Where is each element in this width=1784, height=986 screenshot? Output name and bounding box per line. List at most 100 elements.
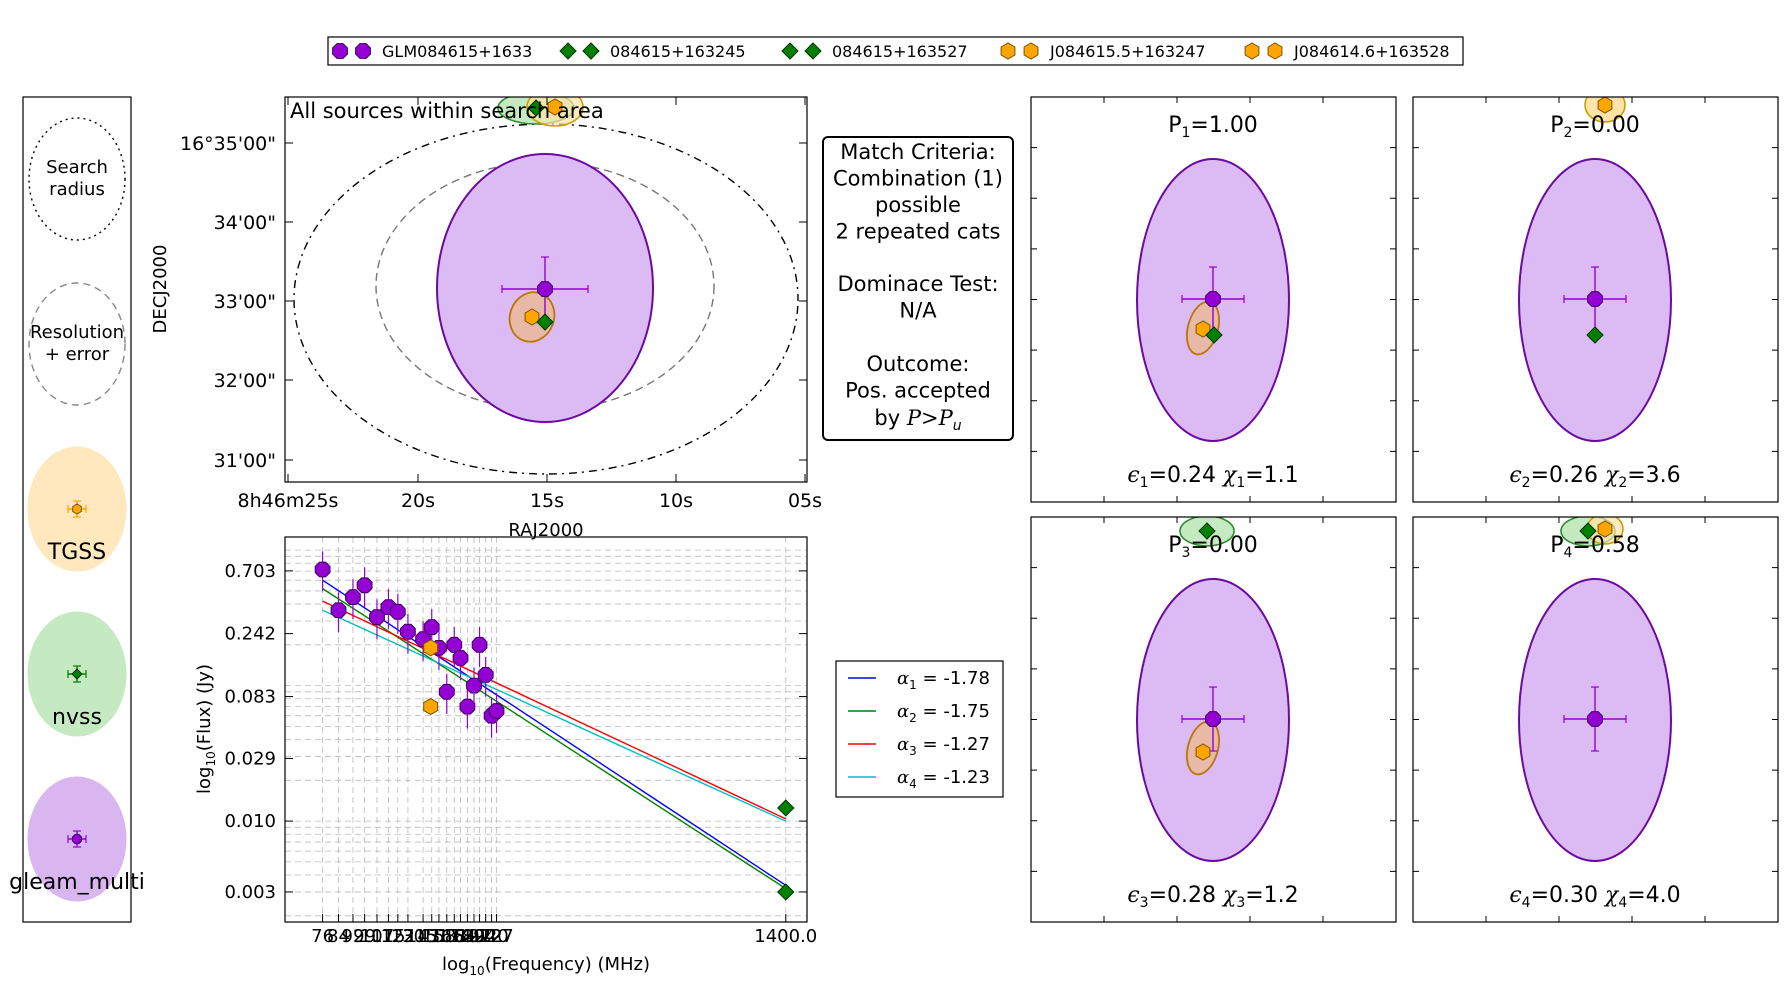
top-legend: GLM084615+1633 084615+163245 084615+163527… <box>327 36 1464 66</box>
top-legend-label: GLM084615+1633 <box>382 42 532 61</box>
sed-ytick-label: 0.029 <box>224 748 276 769</box>
alpha-legend-label: α3 = -1.27 <box>897 734 990 758</box>
combination-panel-4: P4=0.58 ϵ4=0.30 χ4=4.0 <box>1412 516 1779 923</box>
sed-xtick-label: 99 <box>353 926 376 947</box>
combination-panel-content <box>1518 517 1672 862</box>
sky-ytick-label: 33'00" <box>214 291 276 313</box>
alpha-legend: α1 = -1.78 α2 = -1.75 α3 = -1.27 α4 = -1.23 <box>835 660 1004 798</box>
top-legend-marker-b <box>355 43 371 59</box>
key-swatch-label: gleam_multi <box>9 870 145 895</box>
combination-panel-content <box>1136 158 1290 442</box>
top-legend-marker-b <box>1267 42 1283 60</box>
key-resolution-label-2: + error <box>45 344 110 365</box>
sed-point <box>389 604 406 620</box>
combo-gleam-marker <box>1205 291 1221 307</box>
alpha-legend-label: α2 = -1.75 <box>897 701 990 725</box>
sky-xtick-label: 10s <box>659 490 693 512</box>
sed-point <box>369 609 385 626</box>
sky-ytick-label: 34'00" <box>214 212 276 234</box>
sky-nvss-south-marker <box>536 313 554 331</box>
combo-error-chi: ϵ1=0.24 χ1=1.1 <box>1127 463 1298 491</box>
sed-point <box>446 636 463 653</box>
combo-probability: P4=0.58 <box>1550 533 1640 561</box>
sed-xtick-label: 158 <box>422 926 456 947</box>
sed-xtick-label: 197 <box>457 926 491 947</box>
sed-xtick-label: 143 <box>406 926 440 947</box>
sky-xlabel: RAJ2000 <box>508 520 583 541</box>
sed-xtick-label: 181 <box>443 926 477 947</box>
sed-point <box>459 698 476 715</box>
sed-point <box>314 561 331 578</box>
sed-xtick-label: 122 <box>381 926 415 947</box>
sed-point <box>777 799 795 817</box>
key-swatch-marker <box>72 503 82 515</box>
sed-ytick-label: 0.003 <box>224 882 276 903</box>
key-swatch-label: TGSS <box>47 540 106 565</box>
combo-tgss-marker <box>1195 743 1211 761</box>
sky-annotation: All sources within search area <box>290 99 604 123</box>
sed-ytick-label: 0.083 <box>224 687 276 708</box>
sed-point <box>477 667 494 683</box>
sed-xtick-label: 151 <box>415 926 449 947</box>
criteria-line: N/A <box>899 299 937 323</box>
key-swatch-label: nvss <box>52 705 102 730</box>
sed-xtick-label: 212 <box>468 926 502 947</box>
sky-ytick-label: 16°35'00" <box>180 133 276 155</box>
combo-probability: P1=1.00 <box>1168 113 1258 141</box>
sed-xtick-label: 115 <box>371 926 405 947</box>
sed-point <box>466 677 482 694</box>
sed-point <box>356 577 373 594</box>
top-legend-marker-a <box>1000 42 1016 60</box>
sed-fit-line <box>322 588 787 890</box>
sky-tgss-north-marker <box>547 98 563 116</box>
sed-xtick-label: 174 <box>437 926 471 947</box>
combination-panel-3: P3=0.00 ϵ3=0.28 χ3=1.2 <box>1030 516 1397 923</box>
sed-point <box>400 623 416 640</box>
top-legend-marker-b <box>804 42 822 60</box>
sed-xtick-label: 1400.0 <box>754 926 817 947</box>
sed-xtick-label: 130 <box>391 926 425 947</box>
sky-xtick-label: 20s <box>401 490 435 512</box>
top-legend-marker-a <box>781 42 799 60</box>
top-legend-label: J084614.6+163528 <box>1293 42 1450 61</box>
top-legend-label: 084615+163527 <box>832 42 968 61</box>
sed-point <box>423 698 439 716</box>
sed-ylabel: log10(Flux) (Jy) <box>194 664 218 794</box>
top-legend-label: J084615.5+163247 <box>1049 42 1206 61</box>
sed-point <box>330 602 347 619</box>
sed-point <box>345 589 361 605</box>
combination-panel-content <box>1136 517 1290 862</box>
sed-xtick-label: 204 <box>462 926 496 947</box>
sed-ytick-label: 0.703 <box>224 561 276 582</box>
combo-tgss-marker <box>1195 320 1211 338</box>
criteria-line: possible <box>875 193 961 217</box>
criteria-line: Match Criteria: <box>840 140 995 164</box>
sed-point <box>438 683 455 700</box>
sed-point <box>423 619 440 636</box>
sed-point <box>488 703 505 719</box>
sed-ytick-label: 0.242 <box>224 624 276 645</box>
combo-error-chi: ϵ4=0.30 χ4=4.0 <box>1509 883 1680 911</box>
criteria-line: 2 repeated cats <box>836 220 1001 244</box>
sky-nvss-north-marker <box>527 99 545 117</box>
sed-xtick-label: 227 <box>479 926 513 947</box>
combination-panels: P1=1.00 ϵ1=0.24 χ1=1.1 P2=0.00 ϵ2=0.26 χ2=3… <box>1030 96 1779 923</box>
sed-xtick-label: 76 <box>311 926 334 947</box>
combination-panel-1: P1=1.00 ϵ1=0.24 χ1=1.1 <box>1030 96 1397 503</box>
alpha-legend-label: α4 = -1.23 <box>897 767 990 791</box>
key-search-label-1: Search <box>46 157 108 178</box>
sed-fit-line <box>322 609 787 822</box>
sed-xtick-label: 220 <box>474 926 508 947</box>
alpha-legend-label: α1 = -1.78 <box>897 668 990 692</box>
top-legend-marker-a <box>332 43 348 59</box>
search-radius-ellipse <box>28 117 126 241</box>
sed-xlabel: log10(Frequency) (MHz) <box>442 954 650 978</box>
sed-xtick-label: 92 <box>342 926 365 947</box>
sed-panel: 0.703 0.242 0.083 0.029 0.010 0.003 7684929910… <box>194 536 817 978</box>
combination-panel-2: P2=0.00 ϵ2=0.26 χ2=3.6 <box>1412 96 1779 503</box>
criteria-last-line: by P>Pu <box>874 406 961 434</box>
criteria-box: Match Criteria: Combination (1)possible 2 … <box>822 136 1014 441</box>
top-legend-marker-a <box>559 42 577 60</box>
combo-error-chi: ϵ3=0.28 χ3=1.2 <box>1127 883 1298 911</box>
